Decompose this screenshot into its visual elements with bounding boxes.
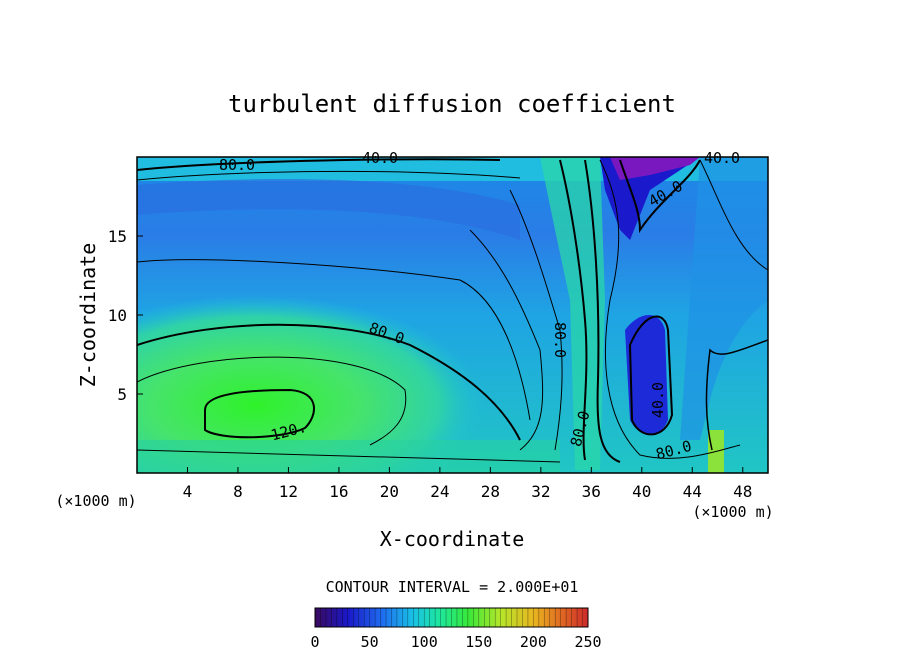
x-tick-label: 28 <box>481 482 500 501</box>
y-axis-label: Z-coordinate <box>76 243 100 388</box>
contour-label: 80.0 <box>219 156 255 174</box>
x-tick-label: 24 <box>430 482 449 501</box>
y-axis: 5 10 15 <box>108 227 143 404</box>
field-dark-lower-right <box>625 315 668 435</box>
field-violet-top <box>610 157 700 180</box>
colorbar-tick-label: 200 <box>520 633 547 651</box>
contour-label: 40.0 <box>362 149 398 167</box>
x-axis-label: X-coordinate <box>380 527 525 551</box>
contour-line <box>699 159 768 271</box>
contour-line <box>137 323 521 441</box>
contour-line <box>137 158 501 171</box>
x-tick-label: 48 <box>733 482 752 501</box>
contour-interval-text: CONTOUR INTERVAL = 2.000E+01 <box>326 578 579 596</box>
field-blue-upper <box>137 179 520 240</box>
colorbar-ticks: 0 50 100 150 200 250 <box>310 608 602 651</box>
contour-line <box>599 159 741 459</box>
contour-line <box>469 229 544 451</box>
field-center-column <box>540 157 605 470</box>
x-tick-label: 20 <box>380 482 399 501</box>
contour-label: 40.0 <box>649 382 667 418</box>
colorbar-tick-label: 0 <box>310 633 319 651</box>
y-tick-label: 15 <box>108 227 127 246</box>
x-tick-label: 12 <box>279 482 298 501</box>
contour-line <box>204 388 315 439</box>
contour-label: 40.0 <box>704 149 740 167</box>
contour-line <box>705 339 768 451</box>
colorbar-tick-label: 100 <box>411 633 438 651</box>
x-tick-label: 8 <box>233 482 243 501</box>
contour-line <box>584 159 621 463</box>
colorbar: 0 50 100 150 200 250 <box>310 607 602 651</box>
x-tick-label: 40 <box>632 482 651 501</box>
contour-line <box>509 189 563 451</box>
x-tick-label: 4 <box>183 482 193 501</box>
x-tick-label: 16 <box>329 482 348 501</box>
contour-line <box>628 315 674 436</box>
contour-line <box>619 159 701 234</box>
contour-line <box>137 259 531 421</box>
x-axis: 4 8 12 16 20 24 28 32 36 40 44 48 <box>183 467 752 501</box>
colorbar-tick-label: 50 <box>361 633 379 651</box>
chart-title: turbulent diffusion coefficient <box>228 90 676 118</box>
contour-line <box>137 449 561 463</box>
colorbar-tick-label: 250 <box>574 633 601 651</box>
plot-area <box>137 157 768 473</box>
field-green-blob <box>137 295 485 473</box>
field-right-mid <box>680 157 768 440</box>
colorbar-tick-label: 150 <box>465 633 492 651</box>
contour-lines <box>137 158 768 463</box>
x-tick-label: 36 <box>582 482 601 501</box>
contour-label: 80.0 <box>551 322 569 358</box>
x-tick-label: 32 <box>531 482 550 501</box>
x-unit-left: (×1000 m) <box>55 492 136 510</box>
contour-line <box>137 170 521 181</box>
y-tick-label: 5 <box>117 385 127 404</box>
y-tick-label: 10 <box>108 306 127 325</box>
x-unit-right: (×1000 m) <box>692 503 773 521</box>
contour-line <box>137 356 407 446</box>
contour-line <box>559 159 588 461</box>
x-tick-label: 44 <box>683 482 702 501</box>
